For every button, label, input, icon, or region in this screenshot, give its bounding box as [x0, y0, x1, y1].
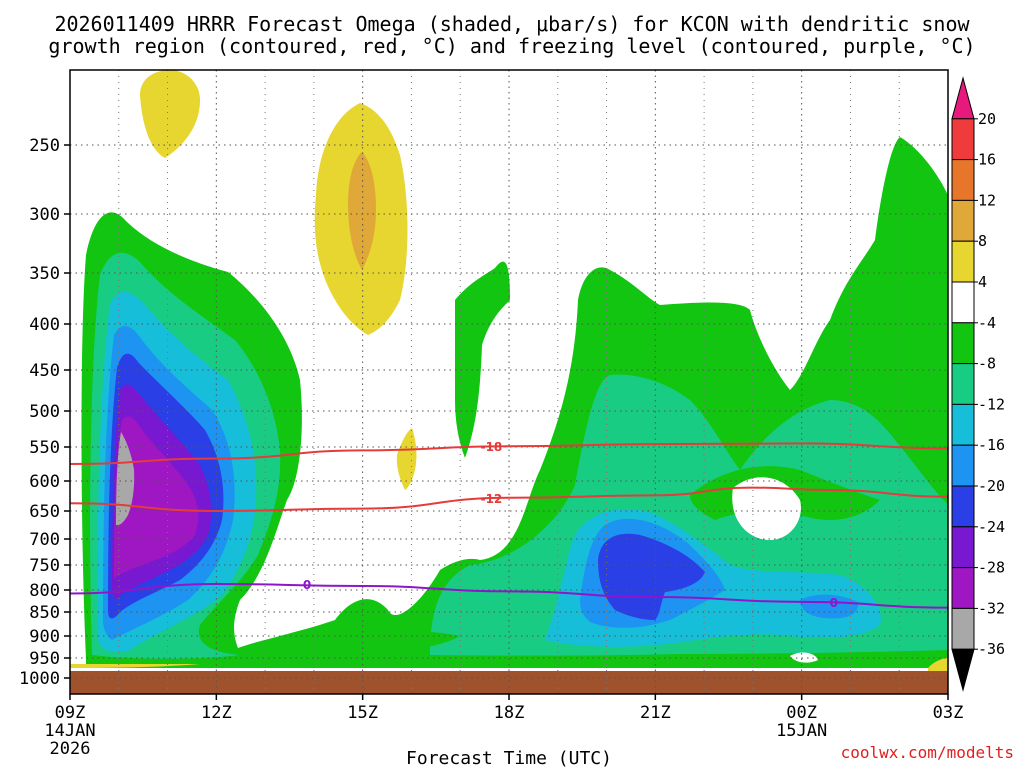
colorbar-swatch	[951, 322, 975, 365]
colorbar-swatch	[951, 159, 975, 201]
colorbar-swatch	[951, 363, 975, 405]
colorbar-label: -16	[978, 436, 1005, 454]
colorbar-swatch	[951, 567, 975, 609]
x-tick-date: 14JAN	[44, 721, 95, 741]
omega-region-green-spike	[455, 261, 510, 458]
colorbar-label: -24	[978, 518, 1005, 536]
colorbar-swatch	[951, 648, 975, 692]
x-tick-label: 00Z	[786, 703, 817, 723]
colorbar-label: 4	[978, 273, 987, 291]
omega-region-yellow-corner	[928, 657, 948, 672]
colorbar-label: -12	[978, 395, 1005, 413]
omega-hole-white-bottom	[790, 652, 818, 663]
y-tick-label: 750	[29, 556, 60, 576]
colorbar-label: 20	[978, 110, 996, 128]
x-axis-label: Forecast Time (UTC)	[406, 748, 612, 768]
y-tick-label: 1000	[19, 669, 60, 689]
contour-label: -18	[481, 440, 503, 454]
omega-hole-green-base	[340, 631, 460, 651]
y-tick-label: 800	[29, 581, 60, 601]
contour-label: -12	[481, 492, 503, 506]
contour-label: 0	[303, 578, 311, 592]
omega-region-orange-mid	[348, 152, 376, 270]
y-tick-label: 350	[29, 264, 60, 284]
y-tick-label: 300	[29, 205, 60, 225]
gridlines	[70, 70, 948, 694]
y-tick-label: 900	[29, 627, 60, 647]
omega-region-yellow-drop	[396, 428, 417, 490]
colorbar-label: -20	[978, 477, 1005, 495]
contour-label: 0	[830, 596, 838, 610]
colorbar-label: 8	[978, 232, 987, 250]
y-tick-label: 400	[29, 315, 60, 335]
y-tick-label: 600	[29, 472, 60, 492]
colorbar-swatch	[951, 118, 975, 161]
y-tick-label: 250	[29, 136, 60, 156]
colorbar-label: -32	[978, 599, 1005, 617]
x-tick-label: 03Z	[933, 703, 964, 723]
colorbar-swatch	[951, 199, 975, 242]
y-tick-label: 550	[29, 438, 60, 458]
y-tick-label: 950	[29, 649, 60, 669]
omega-region-magenta	[114, 416, 199, 578]
colorbar-swatch	[951, 240, 975, 283]
y-tick-label: 450	[29, 361, 60, 381]
omega-shading: -18 -12 0 0	[70, 70, 948, 694]
colorbar-swatch	[951, 526, 975, 569]
omega-hole-white-right	[732, 477, 801, 540]
contour-line-neg12	[70, 486, 948, 513]
colorbar-swatch	[951, 485, 975, 528]
colorbar-label: 16	[978, 151, 996, 169]
y-tick-label: 850	[29, 603, 60, 623]
ground-surface	[70, 671, 948, 694]
colorbar-swatch	[951, 444, 975, 487]
x-tick-label: 15Z	[347, 703, 378, 723]
omega-region-yellow-topleft	[140, 70, 200, 158]
colorbar-label: -28	[978, 559, 1005, 577]
y-tick-label: 650	[29, 502, 60, 522]
contour-line-0	[70, 582, 948, 609]
temperature-contours: -18 -12 0 0	[70, 440, 948, 610]
omega-region-blue-right	[598, 533, 705, 620]
colorbar-label: 12	[978, 191, 996, 209]
omega-region-gray	[116, 432, 135, 526]
x-tick-label: 21Z	[640, 703, 671, 723]
colorbar-swatch	[951, 281, 975, 324]
x-tick-label: 09Z	[55, 703, 86, 723]
x-tick-label: 12Z	[201, 703, 232, 723]
y-tick-label: 700	[29, 530, 60, 550]
chart-title-line2: growth region (contoured, red, °C) and f…	[48, 34, 975, 58]
credit-text: coolwx.com/modelts	[841, 743, 1014, 762]
contour-line-neg18	[70, 442, 948, 465]
colorbar-swatch	[951, 76, 975, 120]
x-tick-year: 2026	[50, 739, 91, 759]
colorbar-label: -4	[978, 314, 996, 332]
x-tick-label: 18Z	[494, 703, 525, 723]
colorbar-label: -8	[978, 355, 996, 373]
colorbar-swatch	[951, 607, 975, 650]
omega-region-green-base	[86, 650, 948, 668]
colorbar-swatch	[951, 403, 975, 446]
chart-title-line1: 2026011409 HRRR Forecast Omega (shaded, …	[54, 12, 970, 36]
x-tick-date: 15JAN	[776, 721, 827, 741]
y-tick-label: 500	[29, 402, 60, 422]
omega-region-lightblue-spot	[800, 594, 859, 619]
colorbar-label: -36	[978, 640, 1005, 658]
colorbar: 20 16 12 8 4 -4 -8 -12 -16 -20 -24 -28 -32 -36	[951, 76, 1005, 692]
